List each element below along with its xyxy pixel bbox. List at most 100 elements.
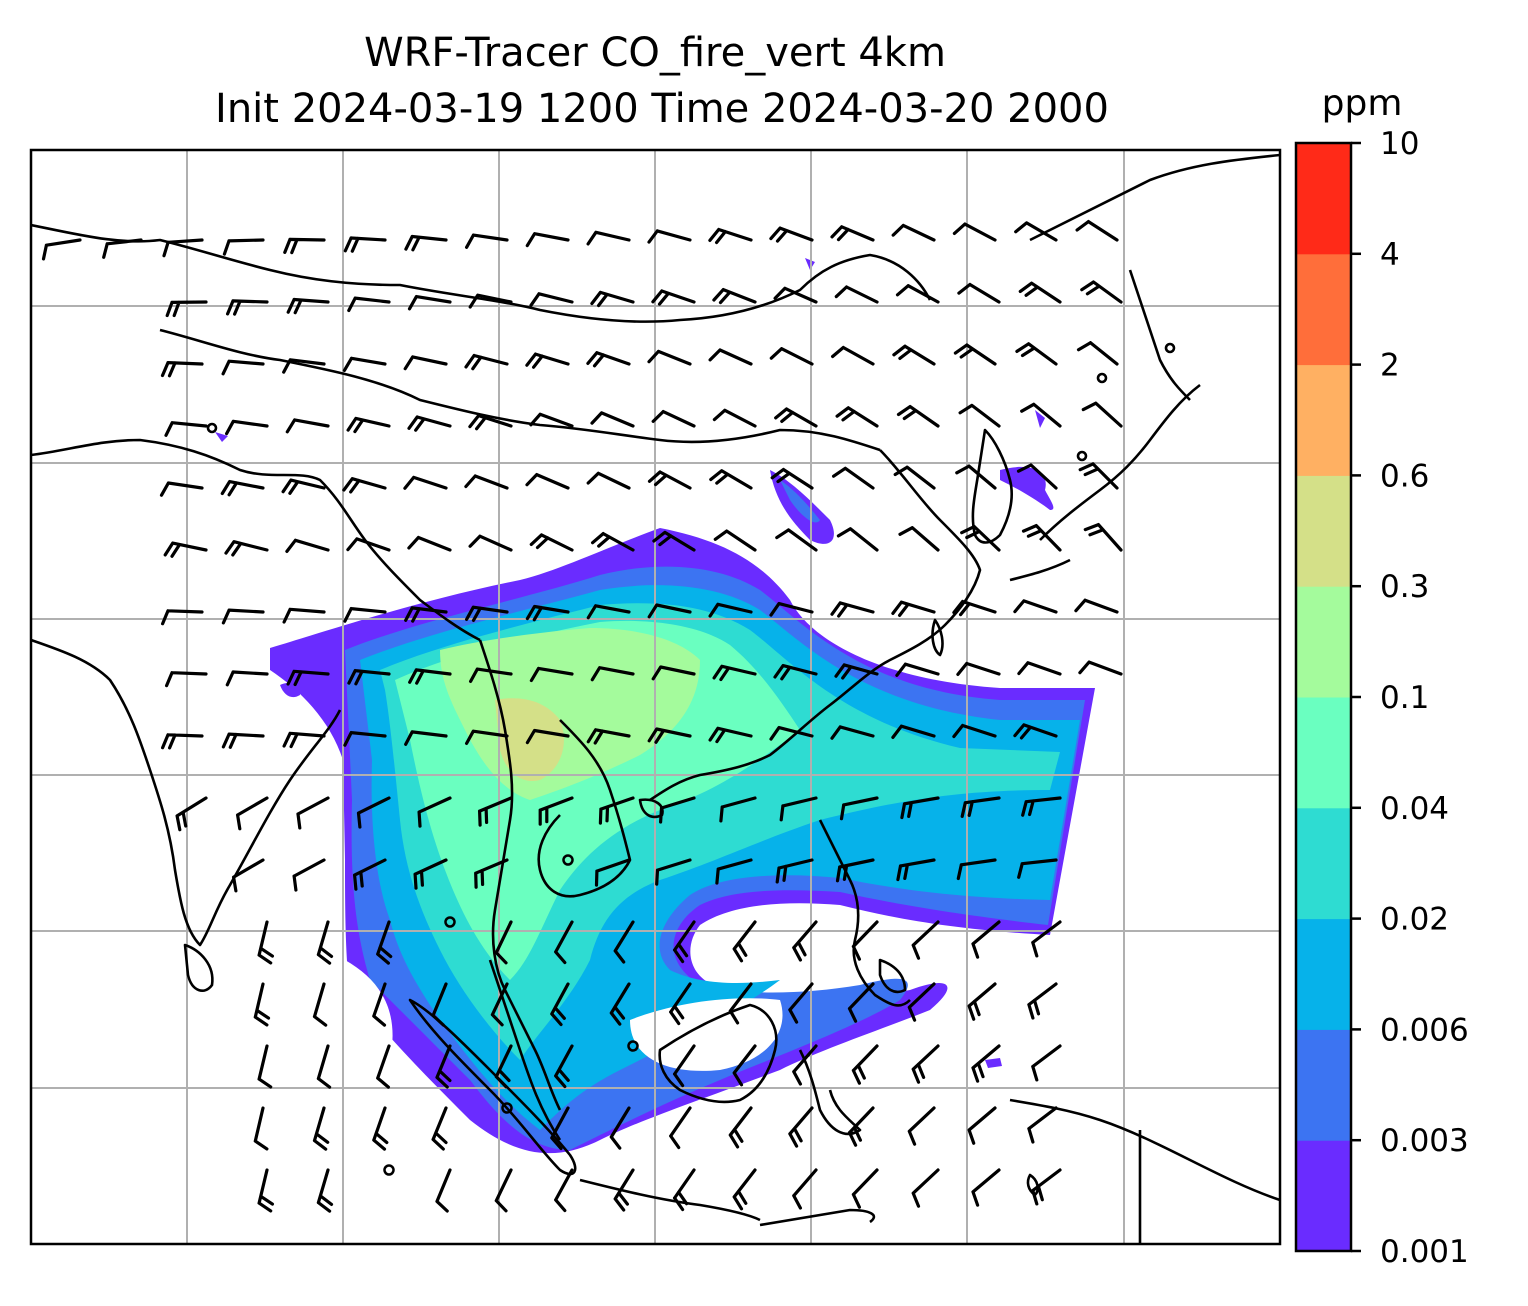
wind-barb <box>647 727 692 744</box>
wind-barb <box>253 982 271 1027</box>
wind-barb <box>851 920 879 961</box>
wind-barb <box>1078 660 1123 676</box>
wind-barb <box>708 602 753 618</box>
wind-barb <box>586 604 631 620</box>
wind-barb <box>590 411 635 428</box>
wind-barb <box>830 601 875 618</box>
wind-barb <box>296 796 330 830</box>
wind-barb <box>773 286 818 304</box>
wind-barbs <box>41 220 1123 1213</box>
wind-barb <box>1015 342 1058 366</box>
wind-barb <box>342 356 387 372</box>
wind-barb <box>892 344 936 366</box>
wind-barb <box>893 465 936 490</box>
wind-barb <box>769 226 814 243</box>
wind-barb <box>465 605 509 622</box>
wind-barb <box>469 667 513 683</box>
wind-barb <box>165 300 208 318</box>
wind-barb <box>907 982 936 1022</box>
wind-barb <box>161 609 204 626</box>
wind-barb <box>316 920 334 965</box>
wind-barb <box>1031 1168 1062 1206</box>
wind-barb <box>342 477 387 494</box>
calm-wind-circle <box>501 1102 513 1114</box>
colorbar-tick-label: 0.02 <box>1380 902 1449 938</box>
wind-barb <box>554 920 574 965</box>
calm-wind-circle <box>627 1040 639 1052</box>
wind-barb <box>708 348 753 366</box>
wind-barb <box>960 525 1001 552</box>
wind-barb <box>1013 599 1058 614</box>
wind-barb <box>647 229 692 244</box>
wind-barb <box>891 600 936 617</box>
wind-barb <box>165 671 208 688</box>
wind-barb <box>967 982 997 1021</box>
wind-barb <box>465 233 509 249</box>
wind-barb <box>590 290 635 308</box>
wind-barb <box>1075 220 1119 242</box>
wind-barb <box>712 288 757 305</box>
wind-barb <box>236 796 269 831</box>
wind-barb <box>529 666 574 683</box>
wind-barb <box>159 481 204 497</box>
wind-barb <box>376 920 393 965</box>
wind-barb <box>647 349 692 366</box>
wind-barb <box>779 796 818 822</box>
wind-barb <box>613 1168 635 1212</box>
wind-barb <box>647 603 692 619</box>
wind-barb <box>175 796 208 832</box>
wind-barb <box>770 467 814 490</box>
wind-barb <box>407 415 452 432</box>
wind-barb <box>225 670 269 687</box>
wind-barb <box>907 1106 936 1146</box>
wind-barb <box>769 726 814 741</box>
wind-barb <box>1076 341 1119 366</box>
wind-barb <box>282 731 326 749</box>
wind-barb <box>376 1044 391 1089</box>
wind-barb <box>1081 401 1123 428</box>
wind-barb <box>669 1106 692 1150</box>
wind-barb <box>1027 1106 1058 1144</box>
colorbar-tick-label: 0.001 <box>1380 1234 1469 1270</box>
wind-barb <box>286 297 330 315</box>
wind-barb <box>474 858 509 889</box>
wind-barb <box>769 602 814 617</box>
wind-barb <box>834 663 879 680</box>
wind-barb <box>895 284 940 304</box>
wind-barb <box>709 469 753 490</box>
wind-barb <box>525 728 570 745</box>
colorbar-tick-label: 0.1 <box>1380 680 1429 716</box>
wind-barb <box>775 528 818 552</box>
wind-barb <box>490 982 509 1027</box>
wind-barb <box>673 1044 696 1088</box>
wind-barb <box>224 540 269 557</box>
wind-barb <box>590 666 635 682</box>
wind-barb <box>404 606 448 623</box>
wind-barb <box>554 1168 574 1213</box>
wind-barb <box>775 858 814 884</box>
colorbar-swatch <box>1296 475 1351 587</box>
wind-barb <box>1031 1044 1062 1082</box>
wind-barb <box>403 355 448 371</box>
colorbar-swatch <box>1296 1029 1351 1141</box>
wind-barb <box>283 237 326 255</box>
colorbar-swatch <box>1296 253 1351 366</box>
wind-barb <box>911 920 940 960</box>
wind-barb <box>404 234 448 252</box>
wind-barb <box>529 412 574 428</box>
wind-barb <box>343 607 387 623</box>
wind-barb <box>1080 280 1123 304</box>
wind-barb <box>1014 221 1058 242</box>
wind-barb <box>891 223 936 242</box>
wind-barb <box>431 982 448 1027</box>
wind-barb <box>713 529 757 552</box>
wind-barb <box>346 537 391 552</box>
wind-barb <box>728 982 753 1025</box>
wind-barb <box>839 796 879 821</box>
colorbar-tick-label: 0.04 <box>1380 791 1449 827</box>
wind-barb <box>830 225 875 242</box>
wind-barb <box>847 982 875 1023</box>
wind-barb <box>550 1106 570 1151</box>
wind-barb <box>896 405 940 428</box>
wind-barb <box>957 282 1001 304</box>
